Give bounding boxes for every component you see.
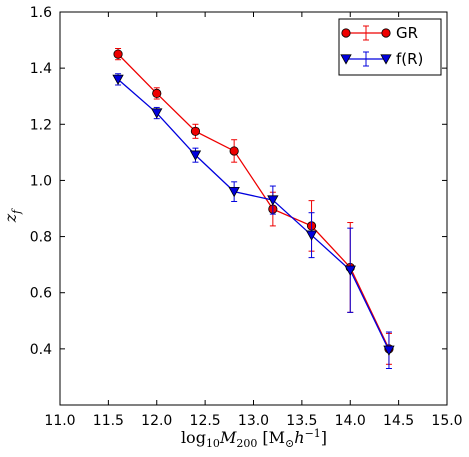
data-point-gr xyxy=(190,126,201,136)
x-tick-label: 12.5 xyxy=(190,413,221,429)
y-tick-label: 1.4 xyxy=(30,61,52,77)
data-point-f-r xyxy=(151,108,163,119)
legend: GR f(R) xyxy=(338,18,442,76)
x-tick-label: 11.0 xyxy=(44,413,75,429)
legend-marker-f-r xyxy=(340,54,352,65)
x-tick-label: 14.5 xyxy=(383,413,414,429)
series-line-gr xyxy=(117,53,390,350)
x-tick-label: 13.5 xyxy=(286,413,317,429)
x-tick-label: 13.0 xyxy=(238,413,269,429)
x-tick-label: 15.0 xyxy=(431,413,462,429)
y-tick-label: 1.6 xyxy=(30,5,52,21)
y-tick-label: 1.0 xyxy=(30,173,52,189)
x-tick-label: 12.0 xyxy=(141,413,172,429)
legend-marker-gr xyxy=(341,28,351,38)
data-point-f-r xyxy=(383,345,395,356)
legend-items: GR f(R) xyxy=(340,24,423,68)
legend-label-f-r: f(R) xyxy=(396,50,423,68)
x-axis-label: log10M200 [M⊙h−1] xyxy=(181,427,327,450)
y-axis-label: zf xyxy=(1,208,23,223)
legend-marker-gr xyxy=(381,28,391,38)
data-point-f-r xyxy=(267,195,279,206)
series-gr xyxy=(113,47,394,365)
y-tick-label: 0.8 xyxy=(30,230,52,246)
series-line-f-r xyxy=(117,78,390,351)
y-tick-label: 1.2 xyxy=(30,117,52,133)
data-point-f-r xyxy=(189,150,202,161)
legend-box xyxy=(338,18,442,76)
y-tick-label: 0.4 xyxy=(30,342,52,358)
legend-marker-f-r xyxy=(380,54,392,65)
data-point-gr xyxy=(152,88,162,99)
data-point-f-r xyxy=(228,187,240,198)
legend-label-gr: GR xyxy=(396,24,418,42)
x-tick-label: 14.0 xyxy=(335,413,366,429)
series-f-r xyxy=(112,73,395,370)
data-point-f-r xyxy=(305,230,318,241)
series-layer xyxy=(112,47,395,370)
data-point-gr xyxy=(113,49,123,59)
ticks: 11.0 11.5 12.0 12.5 13.0 13.5 14.0 14.5 15.0 0.4 0… xyxy=(30,5,463,429)
x-tick-label: 11.5 xyxy=(93,413,124,429)
data-point-f-r xyxy=(344,265,356,276)
data-point-gr xyxy=(229,146,239,156)
y-tick-label: 0.6 xyxy=(30,286,52,302)
data-point-f-r xyxy=(112,74,124,85)
